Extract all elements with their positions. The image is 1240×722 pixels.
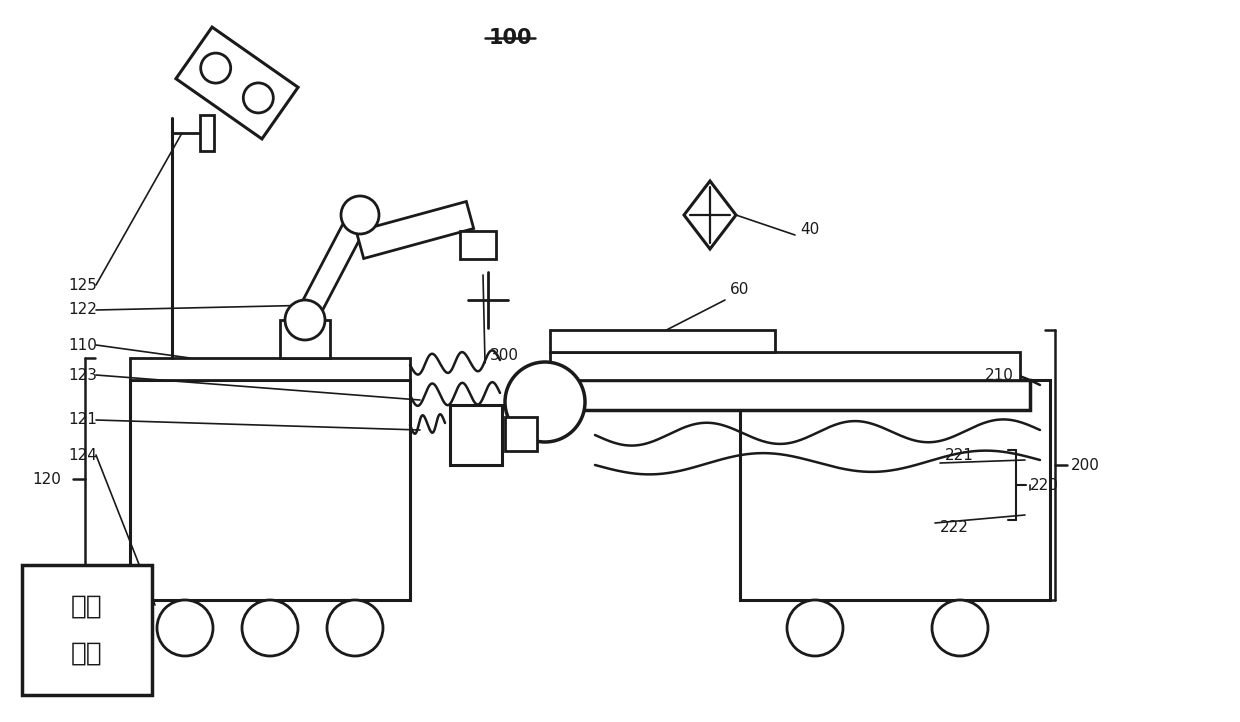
Bar <box>460 231 496 259</box>
Circle shape <box>243 83 273 113</box>
Text: 123: 123 <box>68 367 97 383</box>
Text: 120: 120 <box>32 471 61 487</box>
Text: 60: 60 <box>730 282 749 297</box>
Circle shape <box>157 600 213 656</box>
Bar <box>539 380 1030 410</box>
Text: 121: 121 <box>68 412 97 427</box>
Circle shape <box>285 300 325 340</box>
Text: 40: 40 <box>800 222 820 238</box>
Bar <box>280 320 330 358</box>
Text: 222: 222 <box>940 521 968 536</box>
Bar <box>820 410 880 600</box>
Text: 控制: 控制 <box>71 593 103 619</box>
Circle shape <box>242 600 298 656</box>
Text: 221: 221 <box>945 448 973 463</box>
Text: 210: 210 <box>985 367 1014 383</box>
Bar <box>200 115 215 151</box>
Polygon shape <box>295 210 370 325</box>
Bar <box>740 380 1050 600</box>
Text: 装置: 装置 <box>71 640 103 666</box>
Circle shape <box>932 600 988 656</box>
Circle shape <box>787 600 843 656</box>
Text: 220: 220 <box>1030 477 1059 492</box>
Bar <box>505 417 537 451</box>
Text: 300: 300 <box>490 347 520 362</box>
Circle shape <box>201 53 231 83</box>
Polygon shape <box>176 27 298 139</box>
Polygon shape <box>356 201 474 258</box>
Text: 122: 122 <box>68 303 97 318</box>
Text: 200: 200 <box>1071 458 1100 472</box>
Polygon shape <box>684 181 737 249</box>
Bar <box>551 330 775 352</box>
Text: 100: 100 <box>489 28 532 48</box>
Bar <box>551 352 1021 380</box>
Text: 110: 110 <box>68 337 97 352</box>
Bar <box>130 358 410 380</box>
Circle shape <box>341 196 379 234</box>
Circle shape <box>327 600 383 656</box>
Text: 124: 124 <box>68 448 97 463</box>
Bar <box>450 405 502 465</box>
Text: 125: 125 <box>68 277 97 292</box>
Bar <box>130 380 410 600</box>
Bar <box>22 565 153 695</box>
Circle shape <box>505 362 585 442</box>
